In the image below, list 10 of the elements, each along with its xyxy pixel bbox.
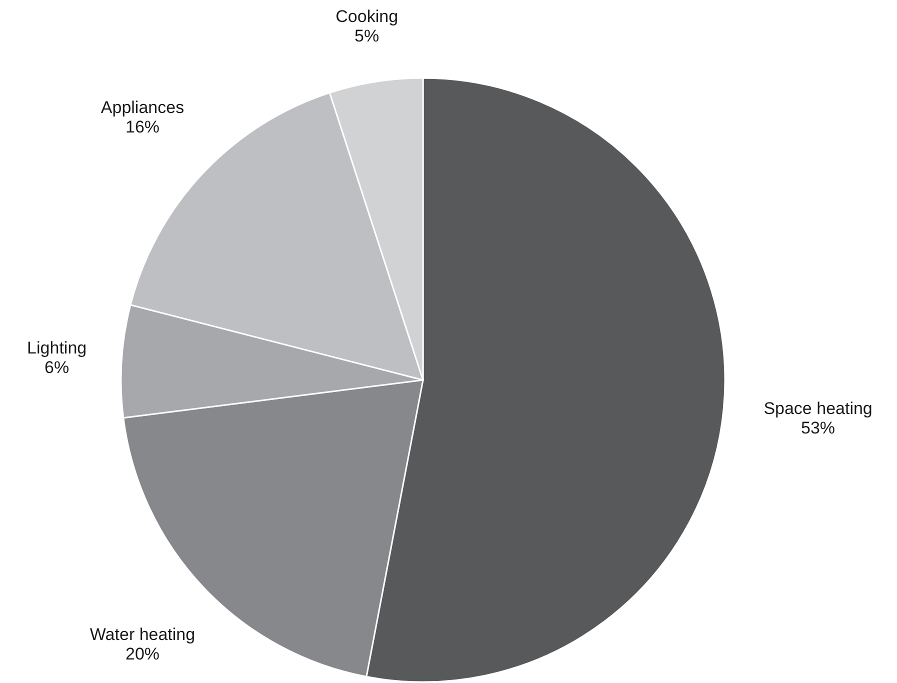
- slice-label: Lighting: [27, 338, 87, 358]
- slice-label: Appliances: [100, 98, 184, 118]
- slice-label: Space heating: [764, 398, 872, 418]
- data-label: 6%: [44, 358, 70, 378]
- slice-label: Cooking: [336, 6, 398, 26]
- data-label: 16%: [125, 118, 160, 137]
- data-label: 5%: [354, 26, 380, 46]
- slice-label: Water heating: [90, 625, 196, 644]
- data-label: 53%: [801, 418, 836, 438]
- data-label: 20%: [125, 644, 160, 664]
